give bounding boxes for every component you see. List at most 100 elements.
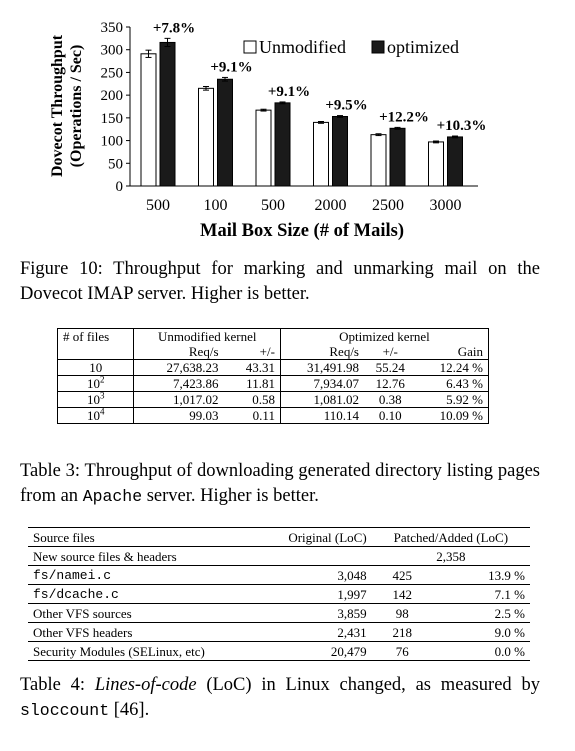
col-unmodified: Unmodified kernel [133,328,281,344]
bar-optimized [389,127,406,187]
table-cell: 1,017.02 [133,391,224,408]
table-cell: 3,048 [259,565,372,585]
bar-optimized [332,115,348,187]
table-cell: 103 [56,391,135,408]
table-row: 103 1,017.02 0.58 1,081.02 0.38 5.92 % [56,391,490,408]
table-cell: 27,638.23 [133,359,224,376]
bar-optimized [274,102,291,187]
y-tick-label: 350 [101,20,124,36]
table-cell: 31,491.98 [279,359,364,376]
table-cell: 12.76 [375,376,405,391]
table-cell: 12.24 % [416,359,490,376]
y-axis-label-2: (Operations / Sec) [68,45,85,168]
col-u-pm: +/- [223,344,281,360]
y-tick-label: 250 [101,65,124,81]
table-cell: Security Modules (SELinux, etc) [28,641,260,661]
gain-annotation: +9.1% [268,84,310,100]
y-tick-label: 50 [108,156,123,172]
table-cell: 7.1 % [432,584,530,604]
legend-swatch-optimized [371,40,385,54]
gain-annotation: +9.5% [325,98,367,114]
table-cell: 0.11 [223,407,281,424]
x-tick-label: 500 [146,197,170,214]
gain-annotation: +10.3% [437,118,487,134]
table-cell: 0.0 % [432,641,530,661]
table-row: Other VFS headers 2,431 218 9.0 % [28,622,530,642]
x-tick-label: 500 [261,197,285,214]
col-source: Source files [28,527,260,547]
table-cell: 10 [56,359,135,376]
bar-unmodified [198,87,214,187]
table4-caption: Table 4: Lines-of-code (LoC) in Linux ch… [20,675,540,720]
bar-unmodified [313,121,329,187]
bar-unmodified [428,141,444,187]
table-row: fs/namei.c 3,048 425 13.9 % [28,565,530,585]
table-cell: 2,431 [259,622,372,642]
table-cell: 20,479 [259,641,372,661]
x-tick-label: 3000 [430,197,462,214]
table-cell: 2.5 % [432,603,530,623]
table-cell: 7,423.86 [133,375,224,392]
table-cell: 43.31 [223,359,281,376]
table-cell: 7,934.07 [279,375,364,392]
table-4: Source files Original (LoC) Patched/Adde… [28,527,530,661]
table-cell: fs/namei.c [28,565,260,585]
table-cell: 9.0 % [432,622,530,642]
col-original: Original (LoC) [259,527,372,547]
legend-label-optimized: optimized [387,37,459,57]
gain-annotation: +9.1% [210,59,252,75]
table-cell: Other VFS headers [28,622,260,642]
legend-label-unmodified: Unmodified [259,37,346,57]
bar-optimized [159,41,176,187]
table-cell: 11.81 [223,375,281,392]
col-patched: Patched/Added (LoC) [371,527,530,547]
table-cell: fs/dcache.c [28,584,260,604]
col-optimized: Optimized kernel [279,328,490,344]
legend-swatch-unmodified [243,40,257,54]
table-cell: 218 [371,622,433,642]
y-tick-label: 300 [101,43,124,59]
table-cell: 10.09 % [416,407,490,424]
bar-unmodified [140,53,157,187]
table-cell: 0.58 [223,391,281,408]
table-cell: 1,081.02 [279,391,364,408]
table-cell: 3,859 [259,603,372,623]
table-row: fs/dcache.c 1,997 142 7.1 % [28,584,530,604]
table-cell: 0.38 [378,392,402,407]
col-u-reqs: Req/s [133,344,224,360]
bar-optimized [217,78,233,187]
new-files-value: 2,358 [371,546,530,566]
table-cell: 5.92 % [416,391,490,408]
gain-annotation: +12.2% [379,109,429,125]
col-files: # of files [56,328,135,344]
table-cell: 425 [371,565,433,585]
table-cell: 6.43 % [416,375,490,392]
table-row: 104 99.03 0.11 110.14 0.10 10.09 % [56,407,490,424]
table-cell: 55.24 [375,360,405,375]
bar-unmodified [255,109,272,187]
col-gain: Gain [416,344,490,360]
table-3: # of files Unmodified kernel Optimized k… [56,328,490,424]
table-cell: 142 [371,584,433,604]
table-cell: 0.10 [378,408,402,423]
x-tick-label: 2000 [315,197,347,214]
throughput-chart: 0 50 100 150 200 250 300 350 Dovecot Throughput(… [49,20,487,241]
table-row: Other VFS sources 3,859 98 2.5 % [28,603,530,623]
table-row: 10 27,638.23 43.31 31,491.98 55.24 12.24 % [56,359,490,376]
table-cell: 1,997 [259,584,372,604]
table-cell: Other VFS sources [28,603,260,623]
table-cell: 76 [371,641,433,661]
bar-optimized [447,136,463,187]
table-cell: 98 [371,603,433,623]
table-row: 102 7,423.86 11.81 7,934.07 12.76 6.43 % [56,375,490,392]
figure-caption: Figure 10: Throughput for marking and un… [20,259,540,304]
col-o-pm: +/- [364,344,417,360]
y-axis-label: Dovecot Throughput [49,34,66,177]
x-axis-label: Mail Box Size (# of Mails) [200,221,404,241]
x-tick-label: 2500 [372,197,404,214]
x-tick-label: 100 [204,197,228,214]
table-cell: 104 [56,407,135,424]
table-row: Security Modules (SELinux, etc) 20,479 76 0… [28,641,530,661]
table3-caption: Table 3: Throughput of downloading gener… [20,461,540,506]
y-tick-label: 0 [116,179,124,195]
